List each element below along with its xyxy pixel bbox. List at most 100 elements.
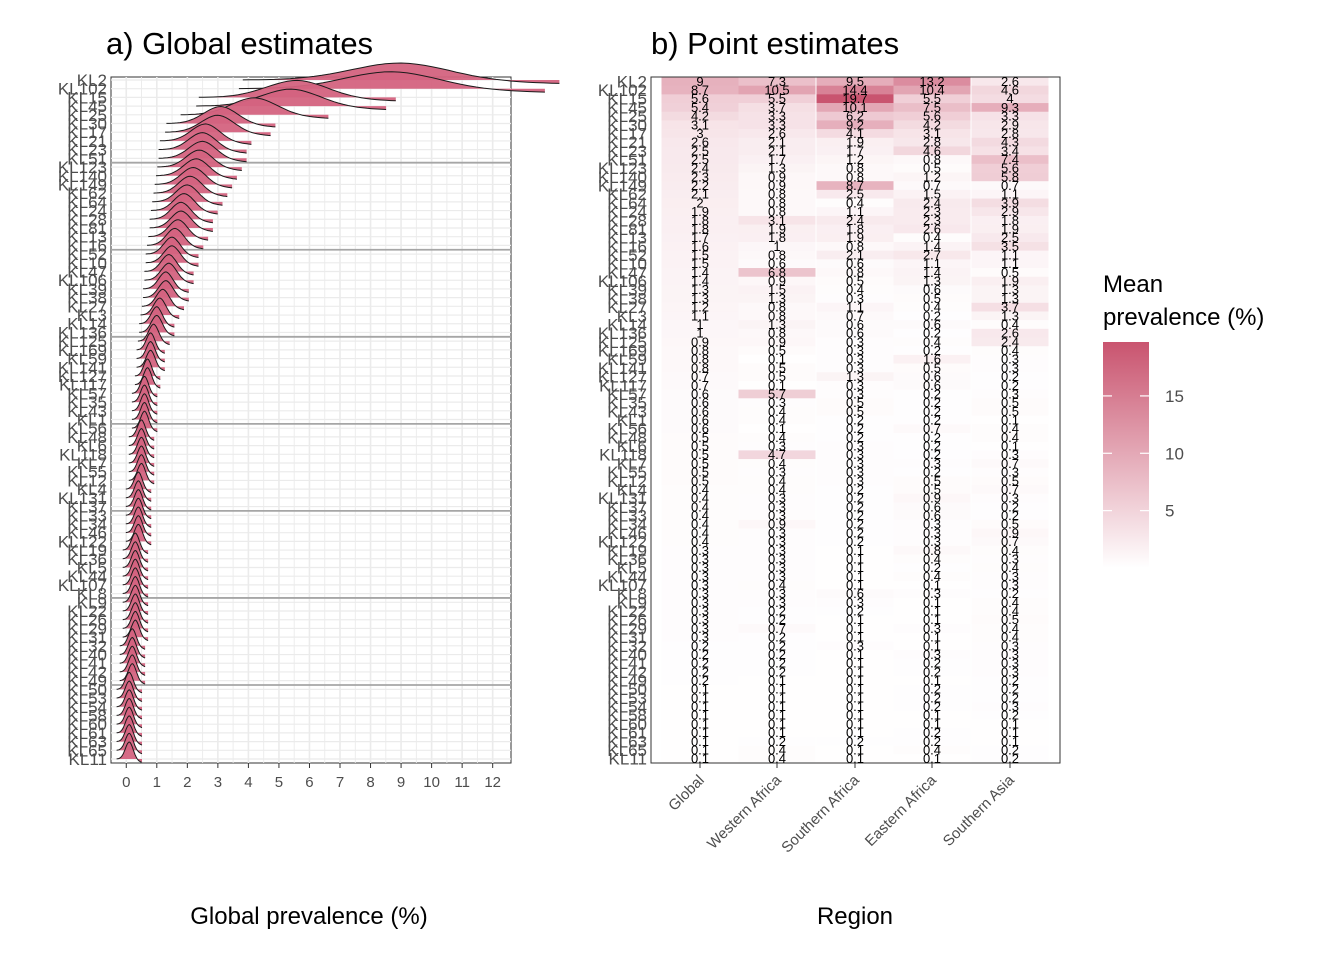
heatmap-cell-KL5-2 bbox=[816, 563, 894, 573]
heatmap-cell-KL15-3 bbox=[893, 94, 971, 104]
y-label-KL140: KL140 bbox=[58, 167, 107, 186]
heatmap-cell-KL16-1 bbox=[738, 241, 816, 251]
heatmap-cell-KL55-3 bbox=[893, 467, 971, 477]
heatmap-cell-KL65-3 bbox=[893, 745, 971, 755]
cell-value-KL16-1: 1 bbox=[773, 239, 780, 254]
heatmap-cell-KL61-4 bbox=[971, 728, 1049, 738]
ridge-outline-KL54 bbox=[116, 689, 143, 711]
heatmap-cell-KL107-2 bbox=[816, 580, 894, 590]
heatmap-cell-KL32-2 bbox=[816, 641, 894, 651]
y-label-KL17: KL17 bbox=[607, 124, 647, 143]
cell-value-KL37-3: 0.6 bbox=[923, 499, 941, 514]
heatmap-cell-KL13-3 bbox=[893, 233, 971, 243]
heatmap-cell-KL102-2 bbox=[816, 85, 894, 95]
cell-value-KL57-0: 0.6 bbox=[691, 386, 709, 401]
heatmap-cell-KL6-2 bbox=[816, 441, 894, 451]
cell-value-KL15-1: 5.5 bbox=[768, 91, 786, 106]
y-label-KL106: KL106 bbox=[58, 271, 107, 290]
y-label-KL1: KL1 bbox=[617, 411, 647, 430]
cell-value-KL61-2: 0.1 bbox=[846, 725, 864, 740]
cell-value-KL58-4: 0.2 bbox=[1001, 708, 1019, 723]
cell-value-KL63-4: 0.1 bbox=[1001, 734, 1019, 749]
y-label-KL22: KL22 bbox=[607, 602, 647, 621]
heatmap-cell-KL52-2 bbox=[816, 250, 894, 260]
cell-value-KL27-2: 1.1 bbox=[846, 300, 864, 315]
cell-value-KL60-3: 0.1 bbox=[923, 716, 941, 731]
cell-value-KL3-3: 0.2 bbox=[923, 308, 941, 323]
cell-value-KL2-0: 9 bbox=[696, 74, 703, 89]
heatmap-cell-KL65-4 bbox=[971, 745, 1049, 755]
heatmap-cell-KL45-3 bbox=[893, 103, 971, 113]
heatmap-cell-KL4-0 bbox=[661, 485, 739, 495]
ridge-outline-KL37 bbox=[125, 489, 152, 511]
y-label-KL63: KL63 bbox=[67, 733, 107, 752]
heatmap-cell-KL12-0 bbox=[661, 476, 739, 486]
y-label-KL34: KL34 bbox=[67, 515, 107, 534]
y-label-KL102: KL102 bbox=[58, 80, 107, 99]
cell-value-KL149-0: 2.2 bbox=[691, 178, 709, 193]
cell-value-KL8-2: 0.6 bbox=[846, 586, 864, 601]
cell-value-KL2-4: 2.6 bbox=[1001, 74, 1019, 89]
cell-value-KL3-1: 0.8 bbox=[768, 308, 786, 323]
legend-label-5: 5 bbox=[1165, 502, 1174, 521]
heatmap-cell-KL53-3 bbox=[893, 693, 971, 703]
heatmap-cell-KL48-1 bbox=[738, 433, 816, 443]
heatmap-cell-KL22-2 bbox=[816, 606, 894, 616]
cell-value-KL62-0: 2.1 bbox=[691, 187, 709, 202]
y-label-KL131: KL131 bbox=[598, 489, 647, 508]
cell-value-KL9-0: 0.3 bbox=[691, 595, 709, 610]
heatmap-cell-KL21-1 bbox=[738, 137, 816, 147]
cell-value-KL51-4: 7.4 bbox=[1001, 152, 1019, 167]
heatmap-cell-KL39-1 bbox=[738, 285, 816, 295]
cell-value-KL122-4: 0.7 bbox=[1001, 534, 1019, 549]
heatmap-cell-KL35-3 bbox=[893, 398, 971, 408]
heatmap-cell-KL26-1 bbox=[738, 615, 816, 625]
cell-value-KL169-0: 0.8 bbox=[691, 343, 709, 358]
y-label-KL11: KL11 bbox=[69, 750, 107, 769]
heatmap-cell-KL56-1 bbox=[738, 424, 816, 434]
heatmap-cell-KL39-3 bbox=[893, 285, 971, 295]
heatmap-cell-KL149-1 bbox=[738, 181, 816, 191]
cell-value-KL60-0: 0.1 bbox=[691, 716, 709, 731]
ridge-outline-KL32 bbox=[119, 628, 146, 650]
cell-value-KL15-0: 5.6 bbox=[691, 91, 709, 106]
heatmap-cell-KL40-3 bbox=[893, 650, 971, 660]
cell-value-KL62-4: 1.1 bbox=[1001, 187, 1019, 202]
heatmap-cell-KL107-1 bbox=[738, 580, 816, 590]
cell-value-KL36-4: 0.3 bbox=[1001, 551, 1019, 566]
y-label-KL9: KL9 bbox=[77, 593, 107, 612]
cell-value-KL5-0: 0.3 bbox=[691, 560, 709, 575]
cell-value-KL16-3: 1.4 bbox=[923, 239, 941, 254]
y-label-KL169: KL169 bbox=[598, 342, 647, 361]
heatmap-cell-KL26-4 bbox=[971, 615, 1049, 625]
cell-value-KL27-1: 0.8 bbox=[768, 300, 786, 315]
cell-value-KL41-4: 0.3 bbox=[1001, 656, 1019, 671]
cell-value-KL28-0: 1.8 bbox=[691, 213, 709, 228]
heatmap-cell-KL136-2 bbox=[816, 328, 894, 338]
heatmap-cell-KL9-3 bbox=[893, 598, 971, 607]
cell-value-KL118-1: 4.7 bbox=[768, 447, 786, 462]
ridge-outline-KL12 bbox=[128, 462, 155, 485]
ridge-outline-KL44 bbox=[122, 558, 149, 581]
heatmap-cell-KL122-2 bbox=[816, 537, 894, 547]
cell-value-KL39-2: 0.4 bbox=[846, 282, 864, 297]
heatmap-cell-KL13-1 bbox=[738, 233, 816, 243]
heatmap-cell-KL51-0 bbox=[661, 155, 739, 165]
ridge-outline-KL51 bbox=[158, 140, 247, 163]
heatmap-cell-KL11-1 bbox=[738, 754, 816, 764]
heatmap-cell-KL5-4 bbox=[971, 563, 1049, 573]
ridge-outline-KL13 bbox=[148, 219, 209, 241]
heatmap-cell-KL8-1 bbox=[738, 589, 816, 599]
heatmap-cell-KL44-3 bbox=[893, 571, 971, 581]
heatmap-cell-KL6-3 bbox=[893, 441, 971, 451]
cell-value-KL24-4: 2.9 bbox=[1001, 204, 1019, 219]
cell-value-KL106-1: 0.9 bbox=[768, 274, 786, 289]
cell-value-KL60-2: 0.1 bbox=[846, 716, 864, 731]
ridge-outline-KL36 bbox=[122, 541, 149, 563]
heatmap-cell-KL55-1 bbox=[738, 467, 816, 477]
heatmap-cell-KL4-2 bbox=[816, 485, 894, 495]
cell-value-KL43-0: 0.6 bbox=[691, 404, 709, 419]
cell-value-KL2-3: 13.2 bbox=[919, 74, 944, 89]
cell-value-KL25-0: 4.2 bbox=[691, 109, 709, 124]
y-label-KL29: KL29 bbox=[607, 619, 647, 638]
